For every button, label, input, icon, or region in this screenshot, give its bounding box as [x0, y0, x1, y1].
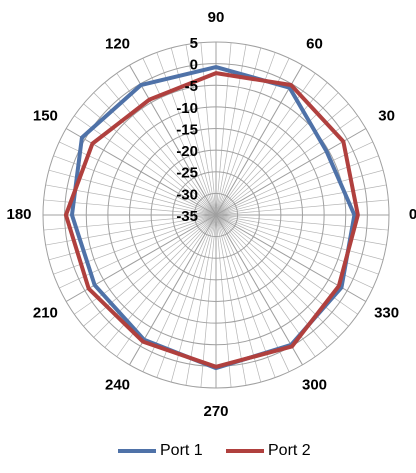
r-tick-label: -35 [176, 208, 198, 225]
angle-tick-label: 210 [33, 304, 58, 321]
angle-tick-label: 0 [409, 206, 416, 223]
angle-grid-line [215, 64, 303, 216]
angle-grid-line [215, 128, 367, 216]
angle-grid-line [129, 64, 217, 216]
angle-tick-label: 240 [105, 377, 130, 394]
angle-tick-label: 330 [374, 304, 399, 321]
r-tick-label: 0 [190, 57, 198, 74]
r-tick-label: 5 [190, 35, 198, 52]
legend-label: Port 2 [268, 442, 311, 459]
angle-tick-label: 90 [208, 9, 225, 26]
angle-grid-line [65, 214, 217, 302]
r-tick-label: -15 [176, 121, 198, 138]
r-tick-label: -30 [176, 186, 198, 203]
angle-tick-label: 300 [302, 377, 327, 394]
angle-tick-label: 30 [378, 107, 395, 124]
angle-grid-line [215, 214, 303, 366]
angle-tick-label: 270 [203, 403, 228, 420]
angle-tick-label: 120 [105, 35, 130, 52]
angle-tick-label: 60 [306, 35, 323, 52]
series-line [63, 71, 360, 369]
angle-tick-label: 150 [33, 107, 58, 124]
legend-label: Port 1 [160, 442, 203, 459]
r-tick-label: -25 [176, 165, 198, 182]
r-tick-label: -5 [185, 78, 198, 95]
angle-tick-label: 180 [6, 206, 31, 223]
r-tick-label: -10 [176, 100, 198, 117]
r-tick-label: -20 [176, 143, 198, 160]
